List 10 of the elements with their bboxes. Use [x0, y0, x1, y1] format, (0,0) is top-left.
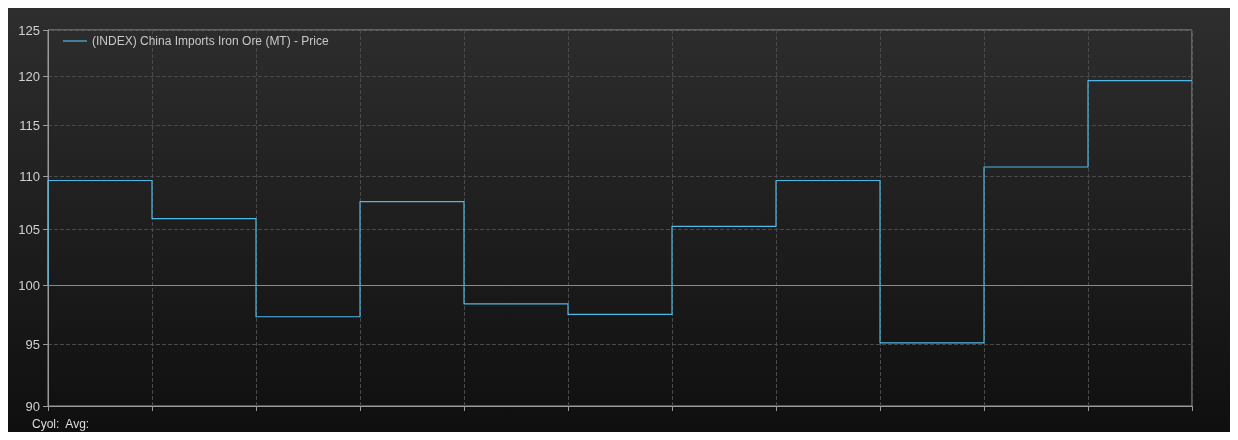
legend-label: (INDEX) China Imports Iron Ore (MT) - Price	[92, 34, 330, 48]
y-tick-label: 120	[18, 69, 40, 85]
y-tick-label: 95	[25, 336, 40, 352]
y-tick-label: 90	[25, 398, 40, 414]
text: Cyol: Avg:	[32, 417, 90, 431]
y-tick-label: 125	[18, 22, 40, 38]
y-tick-label: 110	[19, 168, 40, 184]
y-tick-label: 115	[19, 117, 40, 133]
y-tick-label: 100	[18, 277, 40, 293]
y-tick-label: 105	[18, 222, 40, 238]
